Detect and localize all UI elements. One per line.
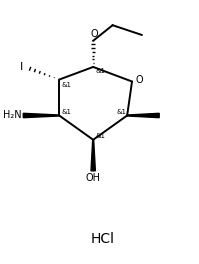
Text: O: O — [90, 29, 98, 39]
Text: &1: &1 — [95, 68, 105, 74]
Text: &1: &1 — [116, 109, 126, 115]
Text: OH: OH — [86, 173, 101, 183]
Polygon shape — [91, 140, 95, 171]
Text: I: I — [20, 62, 23, 72]
Text: HCl: HCl — [91, 232, 115, 246]
Text: &1: &1 — [95, 133, 105, 139]
Text: &1: &1 — [61, 82, 71, 88]
Text: &1: &1 — [61, 109, 71, 115]
Polygon shape — [127, 113, 159, 118]
Text: O: O — [136, 74, 143, 84]
Polygon shape — [23, 113, 59, 118]
Text: H₂N: H₂N — [3, 111, 21, 120]
